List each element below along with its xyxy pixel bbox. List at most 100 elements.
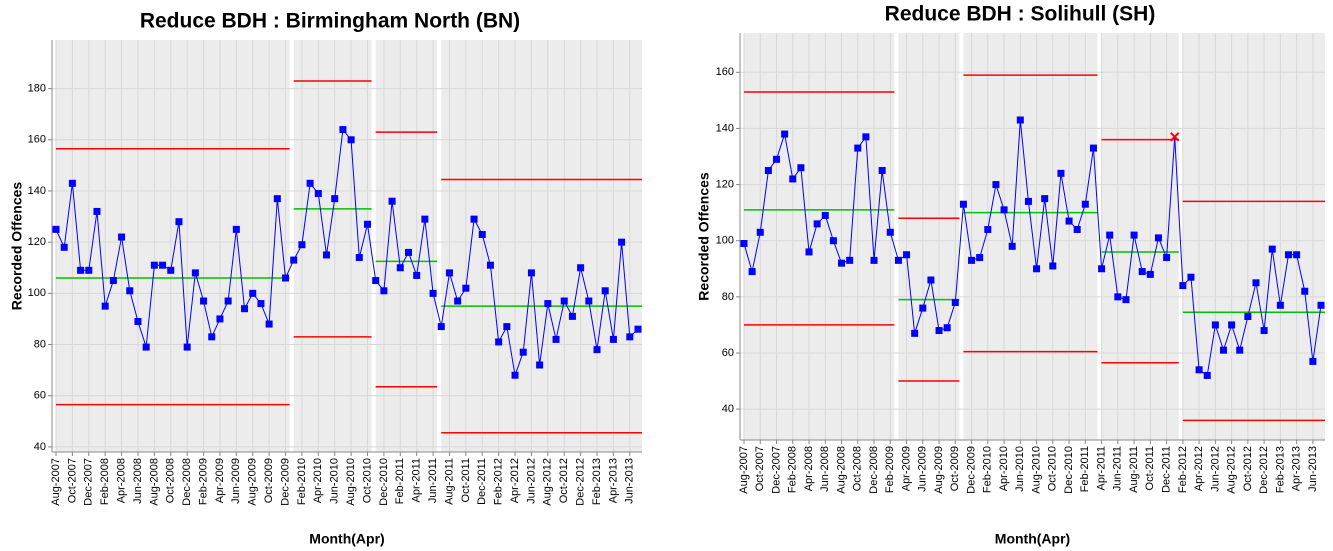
data-point [101, 302, 109, 310]
data-point [560, 297, 568, 305]
data-point [1073, 225, 1081, 233]
data-point [380, 287, 388, 295]
x-tick-label: Dec-2007 [770, 446, 782, 494]
x-tick-label: Feb-2012 [493, 458, 505, 505]
data-point [454, 297, 462, 305]
x-tick-label: Aug-2007 [738, 446, 750, 494]
x-tick-label: Feb-2011 [394, 458, 406, 504]
x-tick-label: Feb-2008 [787, 446, 799, 493]
data-point [527, 269, 535, 277]
data-point [249, 289, 257, 297]
data-point [634, 325, 642, 333]
data-point [347, 136, 355, 144]
data-point [1236, 346, 1244, 354]
data-point [1122, 296, 1130, 304]
x-tick-label: Jun-2011 [1112, 446, 1124, 491]
data-point [626, 333, 634, 341]
data-point [282, 274, 290, 282]
connector [889, 232, 899, 261]
data-point [748, 268, 756, 276]
data-point [85, 266, 93, 274]
x-tick-label: Feb-2012 [1177, 446, 1189, 493]
data-point [208, 333, 216, 341]
data-point [1228, 321, 1236, 329]
data-point [519, 348, 527, 356]
x-tick-label: Dec-2011 [1160, 446, 1172, 493]
x-tick-label: Oct-2012 [1242, 446, 1254, 491]
x-tick-label: Aug-2008 [148, 458, 160, 506]
data-point [298, 241, 306, 249]
y-tick-label: 100 [716, 235, 734, 247]
data-point [1024, 197, 1032, 205]
data-point [854, 144, 862, 152]
data-line [375, 201, 434, 294]
data-point [968, 256, 976, 264]
x-tick-label: Apr-2012 [509, 458, 521, 503]
data-point [93, 207, 101, 215]
data-point [183, 343, 191, 351]
y-tick-label: 40 [722, 403, 734, 415]
x-tick-label: Dec-2008 [181, 458, 193, 506]
x-tick-label: Jun-2008 [819, 446, 831, 492]
data-point [216, 315, 224, 323]
data-point [813, 220, 821, 228]
data-point [911, 329, 919, 337]
data-point [1008, 242, 1016, 250]
y-tick-label: 60 [34, 390, 46, 402]
data-point [462, 284, 470, 292]
x-tick-label: Jun-2012 [1209, 446, 1221, 492]
data-point [789, 175, 797, 183]
chart-title: Reduce BDH : Solihull (SH) [885, 3, 1156, 26]
x-tick-label: Aug-2009 [247, 458, 259, 506]
data-point [486, 261, 494, 269]
y-tick-label: 120 [28, 236, 46, 248]
x-tick-label: Feb-2013 [591, 458, 603, 505]
x-tick-label: Aug-2009 [933, 446, 945, 494]
data-point [126, 287, 134, 295]
data-point [568, 312, 576, 320]
x-tick-label: Dec-2011 [476, 458, 488, 505]
data-point [1033, 265, 1041, 273]
connector [1092, 148, 1103, 269]
data-point [413, 271, 421, 279]
phase-band [1182, 33, 1325, 440]
x-tick-label: Apr-2011 [411, 458, 423, 502]
x-tick-label: Dec-2010 [1063, 446, 1075, 494]
x-tick-label: Oct-2009 [949, 446, 961, 491]
data-point [552, 335, 560, 343]
data-point [984, 225, 992, 233]
x-tick-label: Apr-2009 [900, 446, 912, 491]
x-tick-label: Apr-2011 [1095, 446, 1107, 490]
x-tick-label: Oct-2010 [1047, 446, 1059, 491]
x-tick-label: Jun-2010 [1014, 446, 1026, 492]
x-tick-label: Apr-2010 [312, 458, 324, 503]
data-point [1203, 371, 1211, 379]
data-point [470, 215, 478, 223]
data-point [781, 130, 789, 138]
x-tick-label: Feb-2009 [884, 446, 896, 493]
data-point [903, 251, 911, 259]
data-point [1211, 321, 1219, 329]
x-tick-label: Oct-2010 [361, 458, 373, 503]
data-point [232, 225, 240, 233]
data-point [306, 179, 314, 187]
y-tick-label: 160 [28, 134, 46, 146]
y-tick-label: 160 [716, 66, 734, 78]
data-point [919, 304, 927, 312]
data-point [951, 298, 959, 306]
data-point [1106, 231, 1114, 239]
data-point [1081, 200, 1089, 208]
x-tick-label: Feb-2011 [1079, 446, 1091, 492]
data-point [339, 126, 347, 134]
data-point [1146, 270, 1154, 278]
x-tick-label: Oct-2012 [558, 458, 570, 503]
x-tick-label: Oct-2011 [460, 458, 472, 502]
y-tick-label: 40 [34, 441, 46, 453]
data-point [1163, 254, 1171, 262]
data-point [265, 320, 273, 328]
connector [1174, 136, 1184, 286]
data-point [1154, 234, 1162, 242]
x-tick-label: Jun-2013 [624, 458, 636, 504]
x-tick-label: Aug-2011 [1128, 446, 1140, 493]
